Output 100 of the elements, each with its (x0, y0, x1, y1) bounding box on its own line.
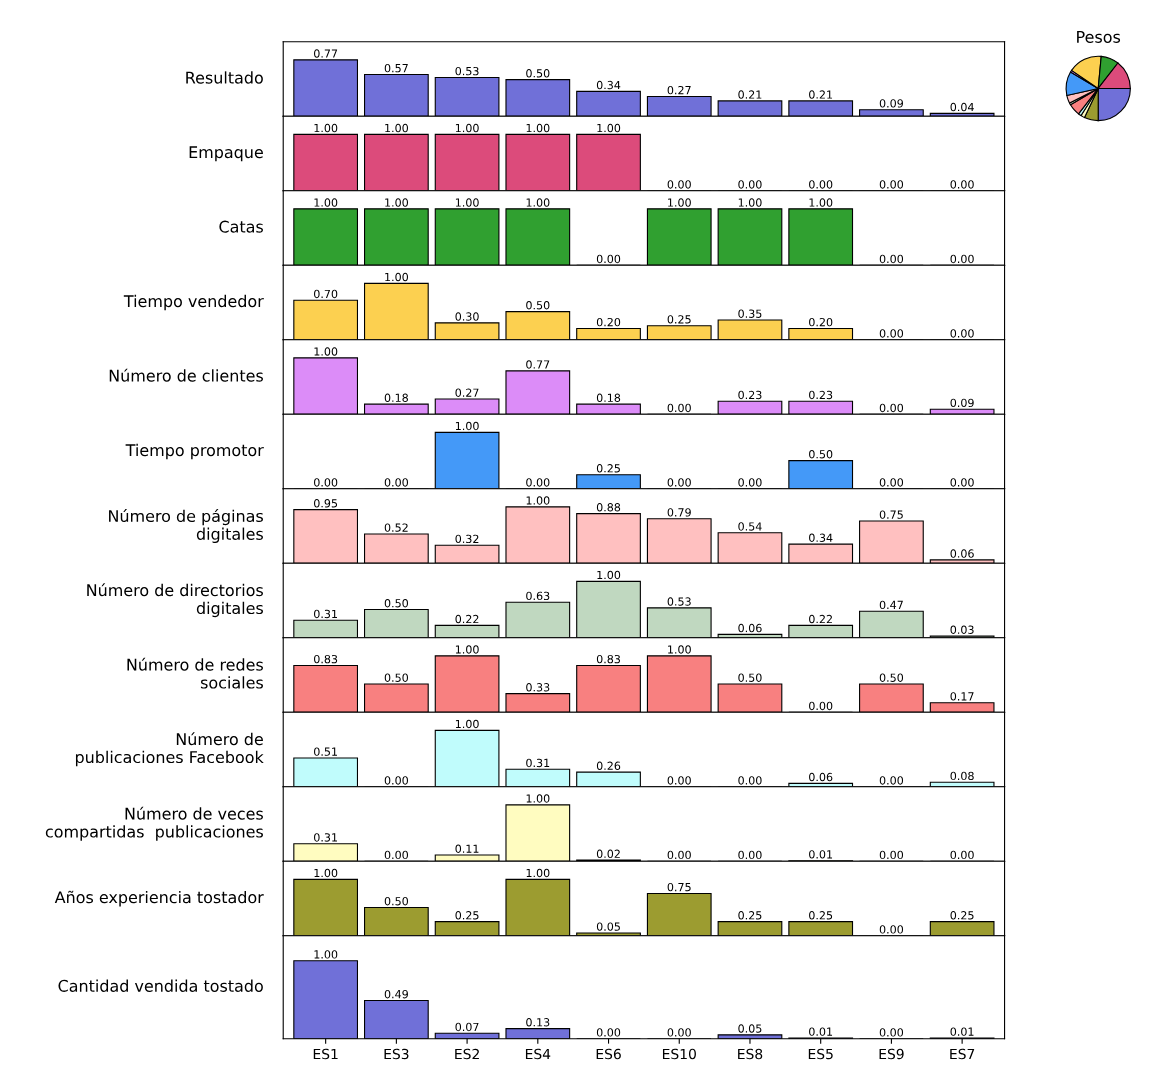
data-label: 0.95 (314, 499, 338, 508)
data-label: 0.31 (526, 758, 550, 768)
data-label: 1.00 (668, 198, 691, 207)
data-label: 0.01 (809, 1027, 833, 1036)
data-label: 0.23 (809, 390, 833, 400)
data-label: 0.27 (667, 85, 691, 95)
data-label: 0.00 (738, 180, 762, 189)
data-label: 0.20 (809, 317, 833, 327)
data-label: 0.00 (809, 701, 833, 711)
data-label: 0.00 (314, 478, 338, 487)
data-label: 0.07 (455, 1022, 479, 1032)
data-label: 0.50 (526, 69, 550, 78)
data-label: 1.00 (809, 198, 833, 207)
data-label: 0.01 (809, 850, 833, 859)
data-label: 0.88 (596, 503, 621, 512)
data-label: 0.02 (596, 849, 620, 858)
data-label: 0.63 (526, 591, 550, 601)
data-label: 0.50 (879, 673, 904, 682)
data-label: 0.00 (667, 180, 691, 189)
data-label: 0.50 (384, 599, 408, 608)
data-label: 0.00 (950, 478, 974, 487)
data-label: 0.34 (809, 533, 833, 542)
data-label: 0.50 (526, 301, 550, 310)
data-label: 0.50 (384, 673, 408, 682)
data-label: 0.00 (738, 478, 762, 487)
data-label: 0.00 (950, 329, 974, 338)
data-label: 1.00 (314, 198, 338, 207)
data-label: 0.25 (667, 315, 691, 324)
y-axis-title: Años experiencia tostador (54, 890, 264, 907)
data-label: 1.00 (385, 272, 408, 282)
data-label: 0.00 (738, 776, 762, 785)
data-label: 0.22 (455, 614, 479, 624)
data-label: 0.00 (526, 478, 550, 487)
data-label: 1.00 (526, 496, 550, 505)
data-label: 0.52 (384, 523, 408, 532)
data-label: 0.33 (526, 683, 550, 692)
data-label: 0.25 (455, 911, 479, 920)
data-label: 1.00 (385, 123, 408, 133)
data-label: 0.00 (667, 478, 691, 487)
data-label: 1.00 (314, 868, 338, 878)
y-axis-title: Empaque (189, 146, 263, 162)
data-label: 0.00 (879, 1028, 904, 1037)
data-label: 0.00 (667, 850, 691, 860)
data-label: 0.50 (809, 450, 833, 459)
data-label: 0.25 (950, 911, 974, 920)
data-label: 1.00 (314, 950, 338, 959)
data-label: 1.00 (526, 198, 550, 207)
data-label: 0.70 (314, 289, 338, 299)
data-label: 0.00 (596, 254, 621, 264)
data-label: 0.21 (738, 90, 762, 99)
data-label: 0.30 (455, 312, 479, 321)
data-label: 0.01 (950, 1027, 974, 1036)
data-label: 0.00 (879, 478, 904, 487)
data-label: 0.51 (314, 747, 337, 756)
data-label: 1.00 (526, 794, 550, 803)
data-label: 0.35 (738, 309, 762, 318)
data-label: 1.00 (455, 645, 479, 654)
data-label: 0.32 (455, 534, 479, 544)
data-label: 0.00 (879, 925, 904, 934)
data-label: 0.05 (596, 922, 620, 931)
x-tick-label: ES5 (808, 1048, 833, 1060)
x-tick-label: ES3 (384, 1048, 409, 1060)
data-label: 0.57 (384, 63, 408, 73)
data-label: 0.09 (950, 398, 974, 408)
data-label: 0.00 (667, 776, 691, 785)
y-axis-title: Catas (219, 220, 263, 233)
x-tick-label: ES6 (596, 1048, 621, 1060)
data-label: 0.00 (596, 1028, 621, 1037)
data-label: 0.00 (384, 478, 408, 487)
data-label: 0.26 (596, 761, 621, 770)
y-axis-title: Tiempo promotor (125, 443, 264, 460)
data-label: 1.00 (455, 421, 479, 431)
data-label: 0.54 (738, 522, 762, 531)
data-label: 0.47 (879, 600, 903, 610)
y-axis-title: Número de clientes (109, 368, 263, 382)
x-tick-label: ES9 (879, 1048, 904, 1060)
x-tick-label: ES7 (950, 1048, 975, 1060)
data-label: 0.18 (384, 393, 408, 402)
data-label: 1.00 (314, 347, 338, 356)
data-label: 0.23 (738, 390, 762, 400)
data-label: 0.06 (809, 772, 833, 782)
data-label: 1.00 (455, 198, 479, 207)
data-label: 0.00 (879, 329, 904, 338)
data-label: 0.06 (950, 549, 974, 558)
data-label: 1.00 (455, 123, 479, 133)
data-label: 1.00 (597, 570, 621, 580)
data-label: 1.00 (314, 123, 338, 133)
data-label: 1.00 (385, 198, 408, 207)
data-label: 0.83 (596, 654, 621, 664)
data-label: 0.53 (667, 597, 691, 606)
data-label: 1.00 (526, 868, 550, 878)
data-label: 1.00 (455, 719, 479, 729)
data-label: 0.17 (950, 692, 974, 701)
data-label: 0.00 (879, 403, 904, 413)
data-label: 0.00 (384, 776, 408, 785)
data-label: 0.00 (667, 403, 691, 413)
data-label: 0.20 (596, 317, 621, 327)
data-label: 0.06 (738, 623, 762, 633)
y-axis-title: Número de veces compartidas publicaciones (45, 806, 263, 841)
data-label: 0.21 (809, 90, 833, 99)
